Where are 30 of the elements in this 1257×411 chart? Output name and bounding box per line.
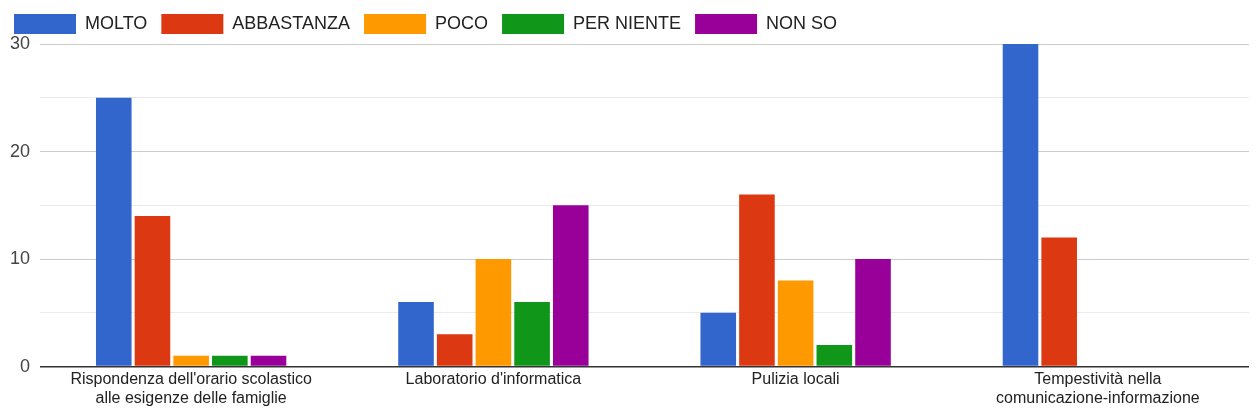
y-tick-label: 0 (20, 355, 31, 376)
bar (514, 302, 550, 366)
bar (855, 259, 891, 366)
bar (816, 345, 853, 366)
bar (250, 355, 287, 366)
bar (700, 312, 737, 366)
x-tick-label: Pulizia locali (751, 369, 840, 387)
legend-label: MOLTO (85, 12, 148, 33)
bar (552, 205, 589, 366)
legend-label: PER NIENTE (573, 12, 682, 33)
bar (1041, 237, 1077, 366)
bar (212, 355, 248, 366)
bar (436, 334, 473, 366)
x-tick-label: Tempestività nella comunicazione-informazione (996, 369, 1200, 406)
bar (475, 259, 512, 366)
bar (95, 97, 132, 366)
bar (134, 216, 171, 366)
bar (1002, 44, 1039, 366)
bar (173, 355, 209, 366)
bar (398, 302, 434, 366)
x-tick-label: Rispondenza dell'orario scolastico alle esigenze delle famiglie (70, 369, 312, 406)
legend-label: ABBASTANZA (232, 12, 351, 33)
legend-label: NON SO (766, 12, 838, 33)
legend-label: POCO (435, 12, 489, 33)
y-tick-label: 20 (9, 140, 31, 161)
bar (777, 280, 814, 366)
x-tick-label: Laboratorio d'informatica (405, 369, 582, 387)
bar (739, 194, 775, 366)
y-tick-label: 30 (9, 32, 31, 53)
y-tick-label: 10 (9, 248, 31, 269)
